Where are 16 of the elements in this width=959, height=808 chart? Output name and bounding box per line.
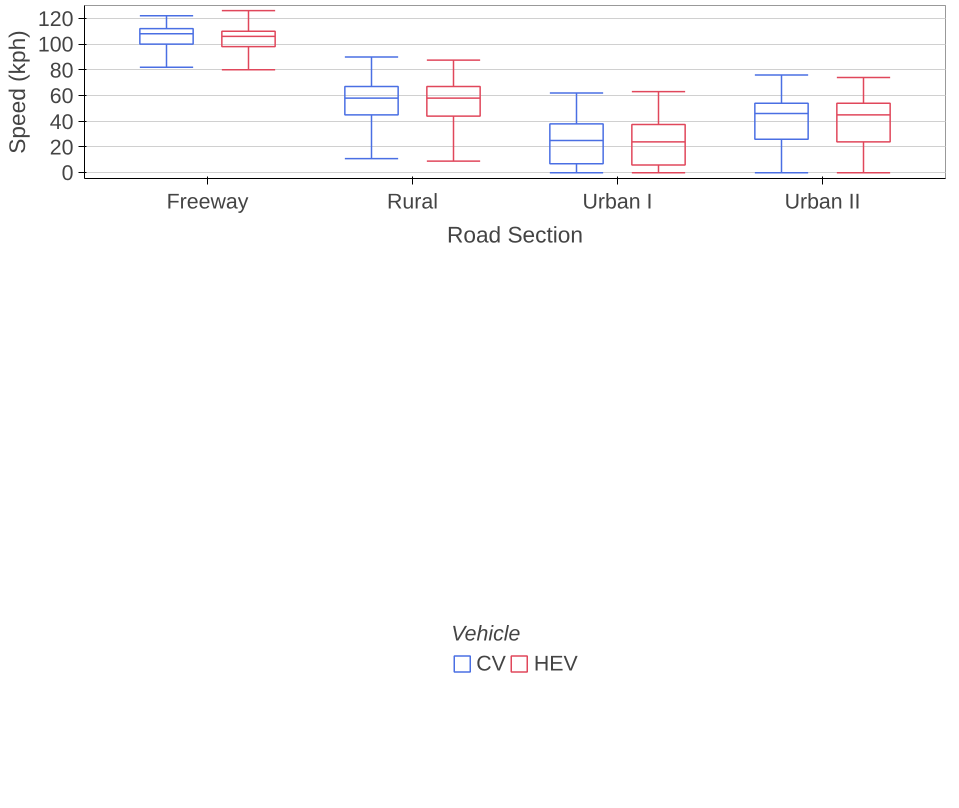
y-tick-label: 40 — [50, 110, 74, 134]
legend-label: CV — [476, 651, 506, 676]
x-tick-label: Urban II — [784, 190, 860, 214]
legend-title: Vehicle — [451, 621, 522, 646]
x-tick-label: Urban I — [582, 190, 652, 214]
y-tick-label: 0 — [62, 161, 74, 186]
y-tick-label: 100 — [38, 32, 74, 57]
y-tick-label: 120 — [38, 6, 74, 31]
y-axis-title: Speed (kph) — [4, 30, 30, 154]
y-tick-label: 80 — [50, 58, 74, 82]
x-axis-title: Road Section — [446, 222, 584, 248]
y-tick-label: 20 — [50, 135, 74, 160]
x-tick-label: Rural — [387, 190, 438, 214]
x-tick-label: Freeway — [166, 190, 249, 214]
legend-label: HEV — [534, 651, 578, 676]
y-tick-label: 60 — [50, 84, 74, 108]
